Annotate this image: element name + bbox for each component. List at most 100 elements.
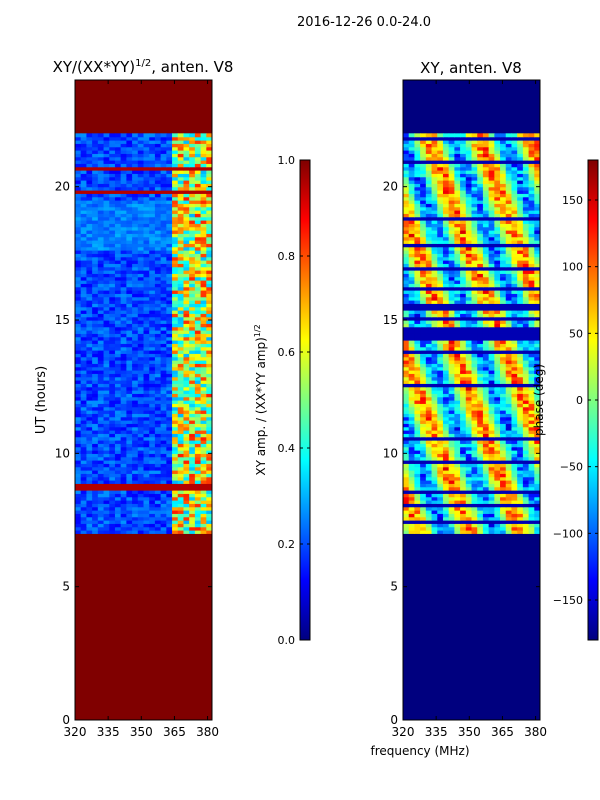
heatmap-cell	[454, 340, 461, 344]
heatmap-cell	[534, 473, 540, 478]
heatmap-cell	[460, 256, 467, 261]
heatmap-cell	[454, 530, 461, 534]
heatmap-cell	[505, 440, 513, 444]
heatmap-cell	[522, 306, 530, 311]
heatmap-cell	[166, 420, 173, 424]
heatmap-cell	[500, 470, 507, 474]
heatmap-cell	[172, 260, 179, 264]
heatmap-cell	[97, 250, 105, 254]
heatmap-cell	[143, 490, 150, 494]
heatmap-cell	[200, 456, 207, 461]
heatmap-cell	[132, 183, 139, 188]
heatmap-cell	[97, 276, 105, 281]
heatmap-cell	[408, 346, 416, 351]
heatmap-cell	[183, 300, 190, 304]
heatmap-cell	[414, 500, 421, 504]
heatmap-cell	[206, 430, 212, 434]
heatmap-cell	[425, 500, 433, 504]
heatmap-cell	[166, 333, 173, 338]
heatmap-cell	[477, 266, 484, 271]
heatmap-cell	[206, 500, 212, 504]
heatmap-cell	[126, 330, 133, 334]
heatmap-cell	[403, 526, 410, 531]
heatmap-cell	[114, 176, 122, 181]
heatmap-cell	[103, 323, 110, 328]
heatmap-cell	[172, 426, 179, 431]
heatmap-cell	[177, 296, 185, 301]
heatmap-cell	[454, 400, 461, 404]
heatmap-cell	[488, 260, 495, 264]
heatmap-cell	[172, 346, 179, 351]
heatmap-cell	[414, 350, 421, 354]
heatmap-cell	[172, 310, 179, 314]
heatmap-cell	[177, 293, 185, 298]
heatmap-cell	[132, 156, 139, 161]
heatmap-cell	[403, 443, 410, 448]
heatmap-cell	[206, 166, 212, 171]
heatmap-cell	[80, 523, 88, 528]
heatmap-cell	[494, 470, 501, 474]
heatmap-cell	[120, 430, 127, 434]
heatmap-cell	[194, 430, 202, 434]
heatmap-cell	[154, 280, 162, 284]
heatmap-cell	[200, 506, 207, 511]
heatmap-cell	[494, 466, 501, 471]
heatmap-cell	[442, 266, 450, 271]
heatmap-cell	[194, 213, 202, 218]
heatmap-cell	[500, 296, 507, 301]
heatmap-cell	[166, 510, 173, 514]
heatmap-cell	[534, 386, 540, 391]
heatmap-cell	[437, 410, 444, 414]
heatmap-cell	[172, 470, 179, 474]
heatmap-cell	[482, 450, 490, 454]
heatmap-cell	[149, 133, 156, 138]
heatmap-cell	[200, 503, 207, 508]
heatmap-cell	[454, 406, 461, 411]
heatmap-cell	[75, 436, 82, 441]
heatmap-cell	[431, 283, 438, 288]
heatmap-cell	[109, 213, 116, 218]
heatmap-cell	[465, 280, 473, 284]
heatmap-cell	[488, 433, 495, 438]
heatmap-cell	[166, 283, 173, 288]
heatmap-cell	[454, 350, 461, 354]
heatmap-cell	[97, 353, 105, 358]
heatmap-cell	[505, 256, 513, 261]
heatmap-cell	[154, 483, 162, 488]
heatmap-cell	[465, 373, 473, 378]
heatmap-cell	[183, 240, 190, 244]
heatmap-cell	[442, 300, 450, 304]
heatmap-cell	[189, 320, 196, 324]
heatmap-cell	[92, 273, 99, 278]
heatmap-cell	[194, 410, 202, 414]
heatmap-cell	[114, 320, 122, 324]
heatmap-cell	[517, 400, 524, 404]
heatmap-cell	[437, 333, 444, 338]
heatmap-cell	[126, 316, 133, 321]
heatmap-cell	[103, 290, 110, 294]
heatmap-cell	[75, 170, 82, 174]
heatmap-cell	[189, 526, 196, 531]
heatmap-cell	[505, 463, 513, 468]
heatmap-cell	[403, 346, 410, 351]
heatmap-cell	[143, 373, 150, 378]
heatmap-cell	[103, 210, 110, 214]
heatmap-cell	[528, 313, 535, 318]
heatmap-cell	[505, 326, 513, 331]
heatmap-cell	[534, 276, 540, 281]
heatmap-cell	[149, 256, 156, 261]
heatmap-cell	[431, 300, 438, 304]
heatmap-cell	[465, 320, 473, 324]
heatmap-cell	[494, 363, 501, 368]
heatmap-cell	[500, 433, 507, 438]
heatmap-cell	[177, 160, 185, 164]
heatmap-cell	[454, 513, 461, 518]
heatmap-cell	[431, 390, 438, 394]
heatmap-cell	[408, 383, 416, 388]
heatmap-cell	[126, 136, 133, 141]
heatmap-cell	[517, 360, 524, 364]
heatmap-cell	[482, 436, 490, 441]
heatmap-cell	[494, 413, 501, 418]
heatmap-cell	[132, 393, 139, 398]
heatmap-cell	[408, 426, 416, 431]
